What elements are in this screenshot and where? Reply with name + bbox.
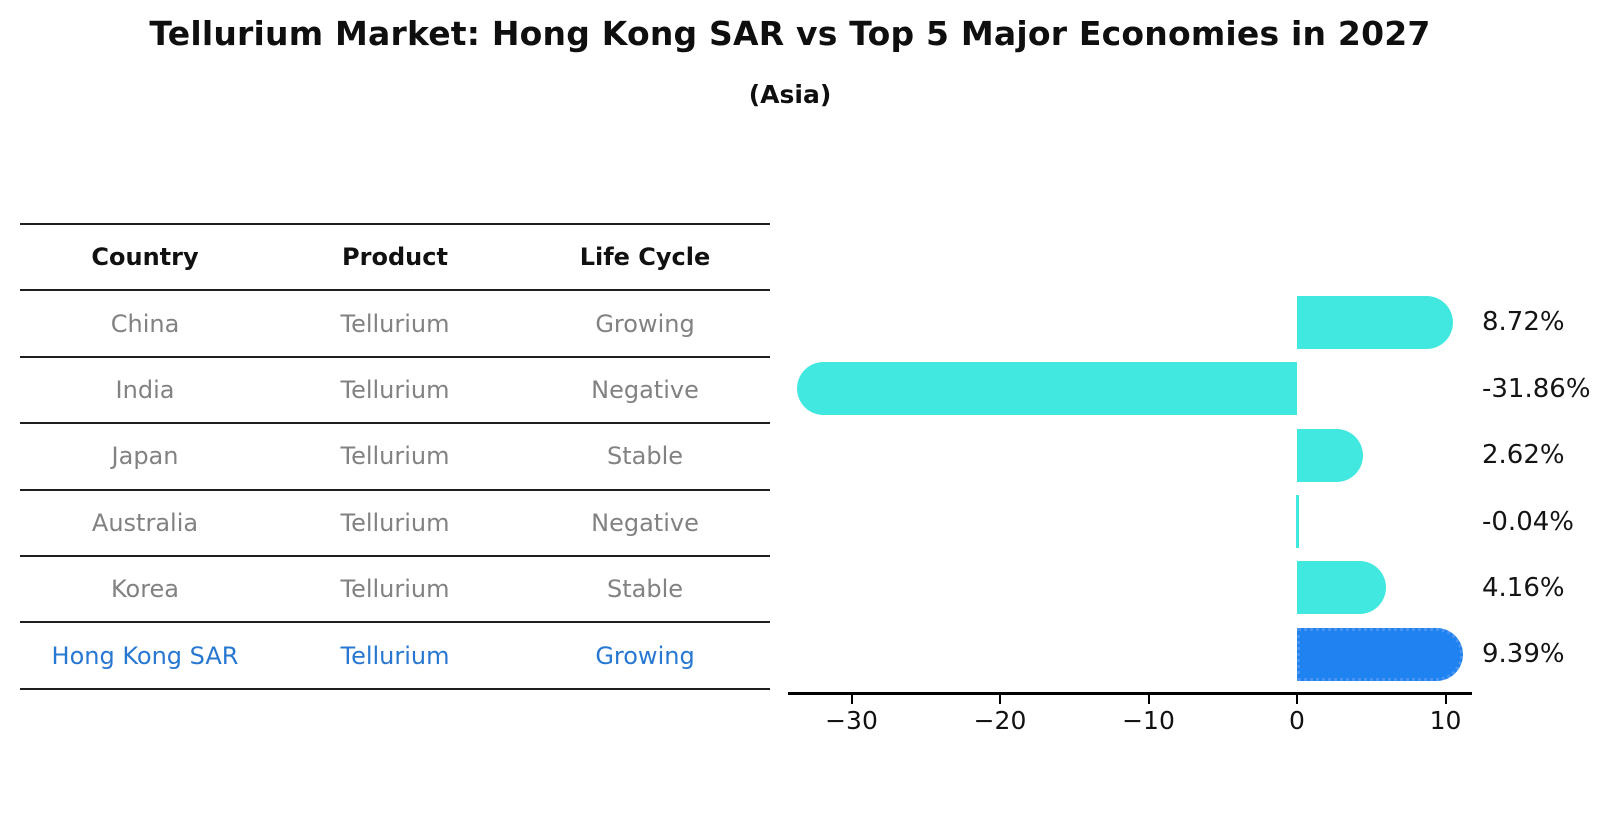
table-row-india: India Tellurium Negative [20, 358, 770, 425]
value-label-india: -31.86% [1482, 373, 1591, 404]
x-tick-mark [999, 694, 1001, 704]
table-cell-life-cycle: Negative [591, 375, 699, 404]
table-cell-country: Korea [110, 575, 180, 604]
table-cell-life-cycle: Growing [595, 309, 695, 338]
bar-india [796, 362, 1297, 416]
x-tick-mark [1444, 694, 1447, 704]
bar-china [1297, 295, 1454, 349]
value-label-china: 8.72% [1482, 307, 1565, 338]
table-cell-life-cycle: Stable [606, 442, 684, 471]
bar-australia [1295, 495, 1299, 548]
value-label-japan: 2.62% [1482, 440, 1565, 471]
table-cell-product: Tellurium [340, 575, 450, 604]
x-tick-label: −20 [973, 706, 1027, 735]
value-label-australia: -0.04% [1482, 506, 1574, 537]
bar-japan [1297, 428, 1363, 482]
table-cell-country: India [115, 375, 175, 404]
comparison-table: Country Product Life Cycle China Tellurium Gr… [20, 223, 770, 690]
table-row-china: China Tellurium Growing [20, 291, 770, 358]
x-tick-label: 0 [1289, 706, 1305, 735]
table-cell-product: Tellurium [340, 508, 450, 537]
table-row-korea: Korea Tellurium Stable [20, 557, 770, 624]
bar-korea [1297, 561, 1386, 615]
table-header-cell: Product [342, 243, 448, 272]
value-label-hong-kong-sar: 9.39% [1482, 639, 1565, 670]
table-cell-life-cycle: Negative [591, 508, 699, 537]
table-cell-product: Tellurium [340, 375, 450, 404]
table-cell-country: China [110, 309, 180, 338]
table-cell-life-cycle: Stable [606, 575, 684, 604]
table-header-cell: Life Cycle [579, 243, 711, 272]
x-tick-label: 10 [1429, 706, 1462, 735]
table-cell-product: Tellurium [340, 641, 450, 670]
x-tick-label: −10 [1122, 706, 1175, 735]
table-row-australia: Australia Tellurium Negative [20, 491, 770, 557]
x-tick-mark [1296, 694, 1298, 704]
value-label-korea: 4.16% [1482, 572, 1565, 603]
table-cell-product: Tellurium [340, 442, 450, 471]
x-tick-mark [1147, 694, 1150, 704]
table-row-hong-kong-sar: Hong Kong SAR Tellurium Growing [20, 623, 770, 690]
table-row-japan: Japan Tellurium Stable [20, 424, 770, 491]
table-header-row: Country Product Life Cycle [20, 225, 770, 292]
table-header-cell: Country [91, 243, 199, 272]
x-axis-line [788, 692, 1472, 695]
x-tick-mark [850, 694, 853, 704]
table-cell-life-cycle: Growing [595, 641, 695, 670]
chart-title: Tellurium Market: Hong Kong SAR vs Top 5… [149, 14, 1431, 53]
table-cell-country: Australia [91, 508, 199, 537]
table-cell-country: Hong Kong SAR [51, 641, 239, 670]
x-tick-label: −30 [825, 706, 878, 735]
chart-subtitle: (Asia) [748, 80, 832, 109]
table-cell-product: Tellurium [340, 309, 450, 338]
table-cell-country: Japan [111, 442, 179, 471]
bar-hong-kong-sar [1297, 627, 1464, 681]
